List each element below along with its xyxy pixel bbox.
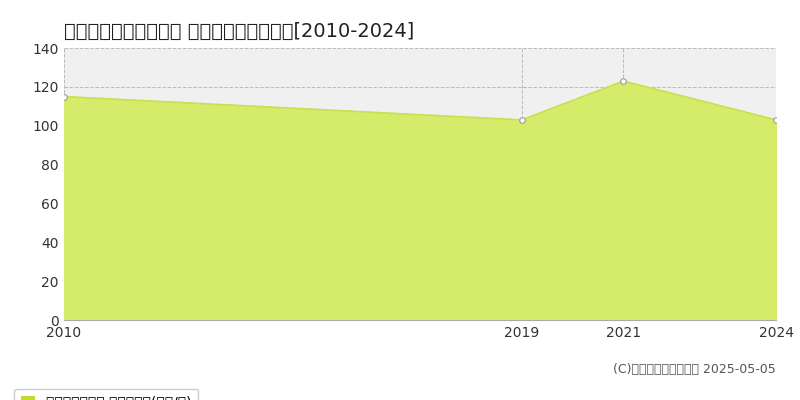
Text: 名古屋市中川区月島町 マンション価格推移[2010-2024]: 名古屋市中川区月島町 マンション価格推移[2010-2024] — [64, 22, 414, 41]
Legend: マンション価格 平均坪単価(万円/坪): マンション価格 平均坪単価(万円/坪) — [14, 388, 198, 400]
Text: (C)土地価格ドットコム 2025-05-05: (C)土地価格ドットコム 2025-05-05 — [614, 363, 776, 376]
